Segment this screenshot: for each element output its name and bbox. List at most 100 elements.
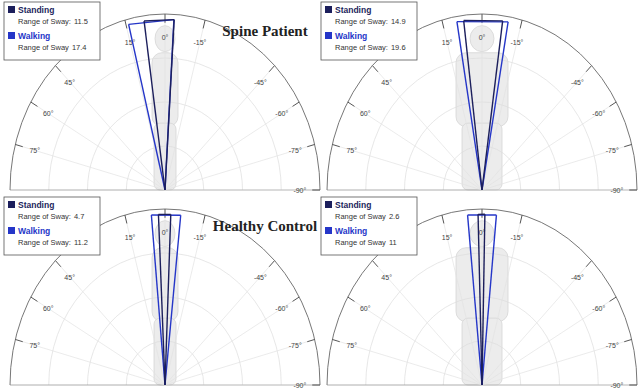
grid-spoke — [482, 28, 520, 190]
grid-spoke — [482, 190, 629, 191]
sway-line — [165, 20, 174, 190]
legend-swatch — [325, 201, 332, 208]
legend-swatch — [8, 201, 15, 208]
grid-spoke — [165, 190, 312, 191]
tick-mark — [332, 339, 339, 341]
grid-spoke — [482, 106, 610, 190]
tick-mark — [31, 102, 38, 106]
grid-spoke — [23, 147, 165, 190]
tick-mark — [348, 102, 355, 106]
tick-label: -75° — [606, 147, 619, 154]
legend-swatch — [325, 32, 332, 39]
sway-line — [482, 214, 485, 385]
legend-name: Standing — [18, 200, 54, 210]
legend-box — [321, 197, 417, 255]
tick-label: 60° — [360, 305, 371, 312]
polar-panel: 75°60°45°15°0°-15°-45°-60°-75°-90°Standi… — [321, 2, 637, 194]
sway-cap — [457, 21, 508, 23]
polar-panel: 75°60°45°15°0°-15°-45°-60°-75°-90°Spine … — [4, 2, 320, 194]
range-value: 11 — [389, 238, 397, 247]
legend-name: Walking — [18, 31, 50, 41]
grid-spoke — [482, 267, 586, 385]
panel-title: Spine Patient — [222, 23, 307, 39]
figure: 75°60°45°15°0°-15°-45°-60°-75°-90°Spine … — [0, 0, 642, 389]
legend-range: Range of Sway:11.2 — [18, 238, 88, 247]
grid-spoke — [354, 301, 482, 385]
legend-swatch — [8, 6, 15, 13]
tick-label: -75° — [606, 342, 619, 349]
legend-range: Range of Sway:11.5 — [18, 17, 88, 26]
tick-mark — [269, 261, 274, 267]
sway-line — [457, 22, 482, 190]
tick-label: 60° — [43, 305, 54, 312]
sway-line — [482, 21, 503, 190]
legend-box — [321, 2, 417, 60]
tick-label: 75° — [346, 147, 357, 154]
legend-box — [4, 197, 100, 255]
range-label: Range of Sway: — [18, 212, 71, 221]
tick-mark — [586, 66, 591, 72]
grid-spoke — [165, 72, 269, 190]
sway-lines — [468, 214, 497, 385]
tick-label: 15° — [125, 234, 136, 241]
range-label: Range of Sway — [335, 212, 386, 221]
legend-swatch — [325, 227, 332, 234]
tick-label: 45° — [381, 274, 392, 281]
grid-spoke — [378, 267, 482, 385]
legend-name: Standing — [18, 5, 54, 15]
legend-range: Range of Sway11 — [335, 238, 397, 247]
range-value: 2.6 — [389, 212, 399, 221]
grid-spoke — [340, 147, 482, 190]
tick-label: 45° — [381, 79, 392, 86]
tick-mark — [624, 144, 631, 146]
sway-lines — [457, 21, 508, 190]
tick-mark — [15, 339, 22, 341]
tick-mark — [442, 215, 444, 224]
tick-mark — [312, 190, 320, 191]
tick-label: 15° — [125, 39, 136, 46]
grid-spoke — [165, 106, 293, 190]
legend-swatch — [8, 227, 15, 234]
legend-name: Walking — [335, 226, 367, 236]
tick-mark — [31, 297, 38, 301]
legend-range: Range of Sway:4.7 — [18, 212, 84, 221]
tick-mark — [332, 144, 339, 146]
range-label: Range of Sway: — [18, 238, 71, 247]
tick-mark — [629, 190, 637, 191]
tick-label: -75° — [289, 147, 302, 154]
range-value: 17.4 — [72, 43, 87, 52]
grid-spoke — [61, 72, 165, 190]
sway-line — [144, 21, 165, 190]
sway-cap — [144, 20, 174, 21]
polar-panel: 75°60°45°15°0°-15°-45°-60°-75°-90°Health… — [4, 197, 320, 389]
legend: Standing Range of Sway2.6 Walking Range of … — [321, 197, 417, 255]
sway-cap — [464, 20, 503, 22]
legend-name: Walking — [335, 31, 367, 41]
tick-mark — [629, 385, 637, 386]
tick-mark — [125, 215, 127, 224]
legend: StandingRange of Sway:14.9WalkingRange o… — [321, 2, 417, 60]
tick-mark — [307, 144, 314, 146]
tick-mark — [293, 102, 300, 106]
tick-mark — [165, 209, 166, 218]
grid-spoke — [165, 342, 307, 385]
legend-swatch — [8, 32, 15, 39]
legend-range: Range of Sway17.4 — [18, 43, 86, 52]
sway-line — [165, 214, 171, 385]
sway-cap — [129, 20, 174, 25]
range-value: 11.2 — [74, 238, 88, 247]
range-value: 19.6 — [391, 43, 406, 52]
tick-mark — [442, 20, 444, 29]
grid-spoke — [61, 267, 165, 385]
grid-spoke — [37, 106, 165, 190]
sway-line — [478, 214, 482, 385]
legend-name: Standing — [335, 200, 371, 210]
tick-label: -45° — [254, 79, 267, 86]
tick-mark — [610, 102, 617, 106]
tick-label: 75° — [346, 342, 357, 349]
tick-mark — [372, 66, 377, 72]
grid-spoke — [165, 147, 307, 190]
grid-spoke — [482, 223, 520, 385]
tick-label: 0° — [479, 34, 486, 41]
legend-range: Range of Sway:19.6 — [335, 43, 406, 52]
